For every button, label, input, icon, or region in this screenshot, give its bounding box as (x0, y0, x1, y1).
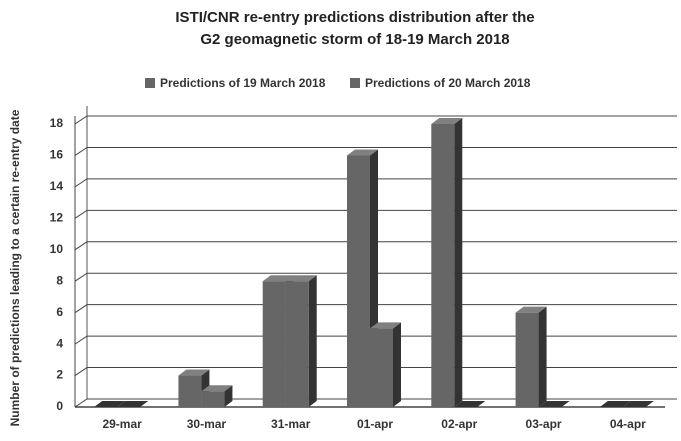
grid-line (74, 178, 677, 188)
y-tick-label: 18 (50, 116, 64, 130)
legend-swatch (145, 78, 155, 88)
bar-top (201, 385, 233, 392)
bar (431, 124, 455, 407)
chart-title: ISTI/CNR re-entry predictions distributi… (175, 9, 534, 26)
bar-top (622, 401, 654, 407)
grid-line (74, 115, 677, 125)
y-tick-label: 4 (56, 336, 63, 350)
grid-line (74, 398, 677, 408)
grid-line (74, 241, 677, 251)
bar (370, 328, 393, 407)
y-tick-label: 10 (50, 242, 64, 256)
bar-top (178, 369, 210, 376)
grid-line (74, 272, 677, 282)
bar-side (224, 385, 233, 407)
bar-side (308, 275, 317, 407)
y-tick-label: 12 (50, 211, 64, 225)
grid-line (74, 335, 677, 345)
bar-top (370, 322, 401, 329)
bar-side (538, 306, 547, 407)
bar (515, 312, 539, 407)
grid-line (74, 209, 677, 219)
x-tick-label: 01-apr (357, 417, 393, 431)
x-tick-label: 30-mar (187, 417, 227, 431)
bar-top (347, 149, 378, 156)
chart-title: G2 geomagnetic storm of 18-19 March 2018 (200, 31, 509, 48)
bar (347, 155, 370, 407)
bar-top (262, 275, 294, 282)
bar (178, 375, 202, 407)
y-tick-label: 14 (50, 179, 64, 193)
grid-line (74, 367, 677, 376)
y-axis-label: Number of predictions leading to a certa… (8, 109, 22, 426)
bar-top (599, 401, 631, 407)
x-tick-label: 04-apr (610, 417, 646, 431)
x-tick-label: 02-apr (441, 417, 477, 431)
legend-swatch (350, 78, 360, 88)
bar-top (94, 401, 126, 407)
grid-line (74, 146, 677, 156)
grid-line (74, 304, 677, 314)
bar-top (285, 275, 317, 282)
bar-side (393, 322, 401, 407)
legend-label: Predictions of 20 March 2018 (365, 76, 531, 90)
bar (201, 391, 225, 407)
bar-top (515, 306, 547, 313)
x-tick-label: 31-mar (271, 417, 311, 431)
y-tick-label: 8 (56, 273, 63, 287)
legend-label: Predictions of 19 March 2018 (160, 76, 326, 90)
bar-side (454, 118, 463, 407)
y-tick-label: 0 (56, 399, 63, 413)
y-tick-label: 6 (56, 305, 63, 319)
bar-top (117, 401, 149, 407)
x-tick-label: 03-apr (526, 417, 562, 431)
bar-top (538, 401, 570, 407)
y-tick-label: 2 (56, 368, 63, 382)
y-tick-label: 16 (50, 148, 64, 162)
bar-top (431, 118, 463, 124)
bar-top (454, 401, 486, 407)
x-tick-label: 29-mar (102, 417, 142, 431)
bar (262, 281, 286, 407)
bar (285, 281, 309, 407)
